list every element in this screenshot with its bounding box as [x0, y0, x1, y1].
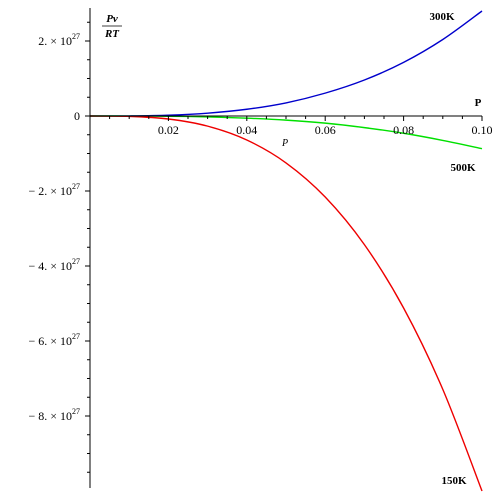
y-tick-label: − 4. × 1027	[28, 257, 80, 273]
curves	[89, 10, 483, 492]
ticks: 0.02 0.04 0.06 0.08 0.10 2. × 1027 0 − 2. × 102…	[28, 21, 493, 473]
x-tick-label: 0.02	[158, 123, 179, 137]
y-tick-label: 0	[74, 109, 80, 123]
x-tick-label: 0.10	[472, 123, 493, 137]
axes	[89, 8, 482, 488]
ylabel-denominator: RT	[104, 28, 120, 40]
x-tick-label: 0.04	[236, 123, 257, 137]
labels: Pv RT P P 300K 500K 150K	[102, 11, 482, 487]
y-tick-label: 2. × 1027	[38, 32, 80, 48]
series-label-500K: 500K	[450, 162, 476, 174]
xlabel: P	[475, 97, 482, 109]
y-tick-label: − 6. × 1027	[28, 332, 80, 348]
series-line-300K	[89, 10, 483, 117]
x-tick-label: 0.08	[393, 123, 414, 137]
y-tick-label: − 8. × 1027	[28, 407, 80, 423]
x-note: P	[281, 138, 288, 149]
x-tick-label: 0.06	[315, 123, 336, 137]
series-label-150K: 150K	[441, 475, 467, 487]
series-line-150K	[89, 115, 483, 492]
ylabel-numerator: Pv	[106, 13, 118, 25]
series-label-300K: 300K	[429, 11, 455, 23]
y-tick-label: − 2. × 1027	[28, 182, 80, 198]
